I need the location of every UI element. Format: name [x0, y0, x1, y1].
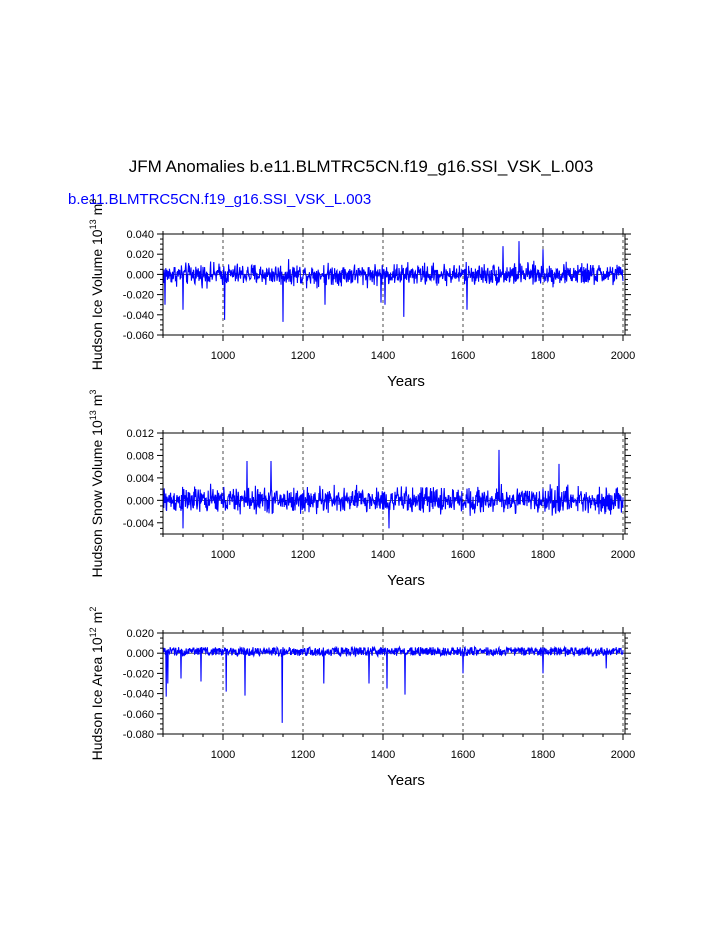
y-axis-label-units-exp: 2 — [88, 607, 98, 612]
panel-3: 1000 1200 1400 1600 1800 2000 -0.080 -0.060 -0.0… — [88, 607, 635, 789]
x-tick-label: 1200 — [291, 350, 315, 362]
y-tick-label: 0.012 — [126, 428, 154, 440]
x-tick-label: 1000 — [211, 749, 235, 761]
x-tick-label: 1600 — [451, 549, 475, 561]
x-axis-label: Years — [387, 373, 425, 390]
y-tick-label: -0.040 — [123, 310, 154, 322]
y-axis-label: Hudson Ice Volume 1013 m3 — [88, 199, 105, 371]
x-tick-label: 1400 — [371, 749, 395, 761]
y-tick-label: -0.060 — [123, 709, 154, 721]
x-tick-label: 1200 — [291, 549, 315, 561]
y-tick-label: -0.040 — [123, 689, 154, 701]
y-tick-label: 0.040 — [126, 229, 154, 241]
y-tick-label: -0.080 — [123, 729, 154, 741]
chart-panels: 1000 1200 1400 1600 1800 2000 -0.060 -0.040 -0.0… — [88, 199, 635, 789]
y-tick-label: 0.000 — [126, 495, 154, 507]
chart-subtitle: b.e11.BLMTRC5CN.f19_g16.SSI_VSK_L.003 — [68, 191, 371, 208]
plot-frame — [162, 432, 626, 535]
panel-1: 1000 1200 1400 1600 1800 2000 -0.060 -0.040 -0.0… — [88, 199, 635, 390]
y-axis-label-units-exp: 3 — [88, 390, 98, 395]
y-axis-label: Hudson Ice Area 1012 m2 — [88, 607, 105, 761]
y-axis-label-exp: 13 — [88, 219, 98, 229]
series-line — [162, 645, 624, 723]
y-axis-label: Hudson Snow Volume 1013 m3 — [88, 390, 105, 578]
y-tick-label: 0.008 — [126, 450, 154, 462]
x-tick-label: 2000 — [611, 350, 635, 362]
x-tick-label: 1200 — [291, 749, 315, 761]
x-tick-label: 2000 — [611, 549, 635, 561]
x-tick-label: 1800 — [531, 549, 555, 561]
y-tick-label: -0.060 — [123, 330, 154, 342]
x-axis-label: Years — [387, 772, 425, 789]
y-tick-label: -0.020 — [123, 290, 154, 302]
x-tick-label: 2000 — [611, 749, 635, 761]
y-tick-label: 0.000 — [126, 648, 154, 660]
y-axis-label-text: Hudson Ice Volume 10 — [89, 229, 105, 370]
x-tick-label: 1400 — [371, 549, 395, 561]
y-axis-label-exp: 12 — [88, 627, 98, 637]
y-axis-label-exp: 13 — [88, 410, 98, 420]
x-axis-label: Years — [387, 572, 425, 589]
x-tick-label: 1800 — [531, 350, 555, 362]
y-axis-label-units-exp: 3 — [88, 199, 98, 204]
x-tick-label: 1600 — [451, 350, 475, 362]
y-axis-label-text: Hudson Ice Area 10 — [89, 637, 105, 760]
y-tick-label: 0.020 — [126, 628, 154, 640]
x-tick-label: 1000 — [211, 350, 235, 362]
series-line — [162, 449, 624, 529]
x-tick-label: 1800 — [531, 749, 555, 761]
y-tick-label: 0.004 — [126, 473, 154, 485]
y-tick-label: -0.020 — [123, 668, 154, 680]
y-axis-label-text: Hudson Snow Volume 10 — [89, 420, 105, 577]
x-tick-label: 1600 — [451, 749, 475, 761]
y-tick-label: 0.000 — [126, 269, 154, 281]
chart-title: JFM Anomalies b.e11.BLMTRC5CN.f19_g16.SS… — [129, 157, 594, 176]
plot-frame — [162, 233, 626, 336]
x-tick-label: 1000 — [211, 549, 235, 561]
panel-2: 1000 1200 1400 1600 1800 2000 -0.004 0.000 0.004… — [88, 390, 635, 589]
y-axis-label-units: m — [89, 612, 105, 624]
y-axis-label-units: m — [89, 395, 105, 407]
y-tick-label: 0.020 — [126, 249, 154, 261]
x-tick-label: 1400 — [371, 350, 395, 362]
y-tick-label: -0.004 — [123, 518, 154, 530]
y-axis-label-units: m — [89, 204, 105, 216]
series-line — [162, 241, 624, 322]
